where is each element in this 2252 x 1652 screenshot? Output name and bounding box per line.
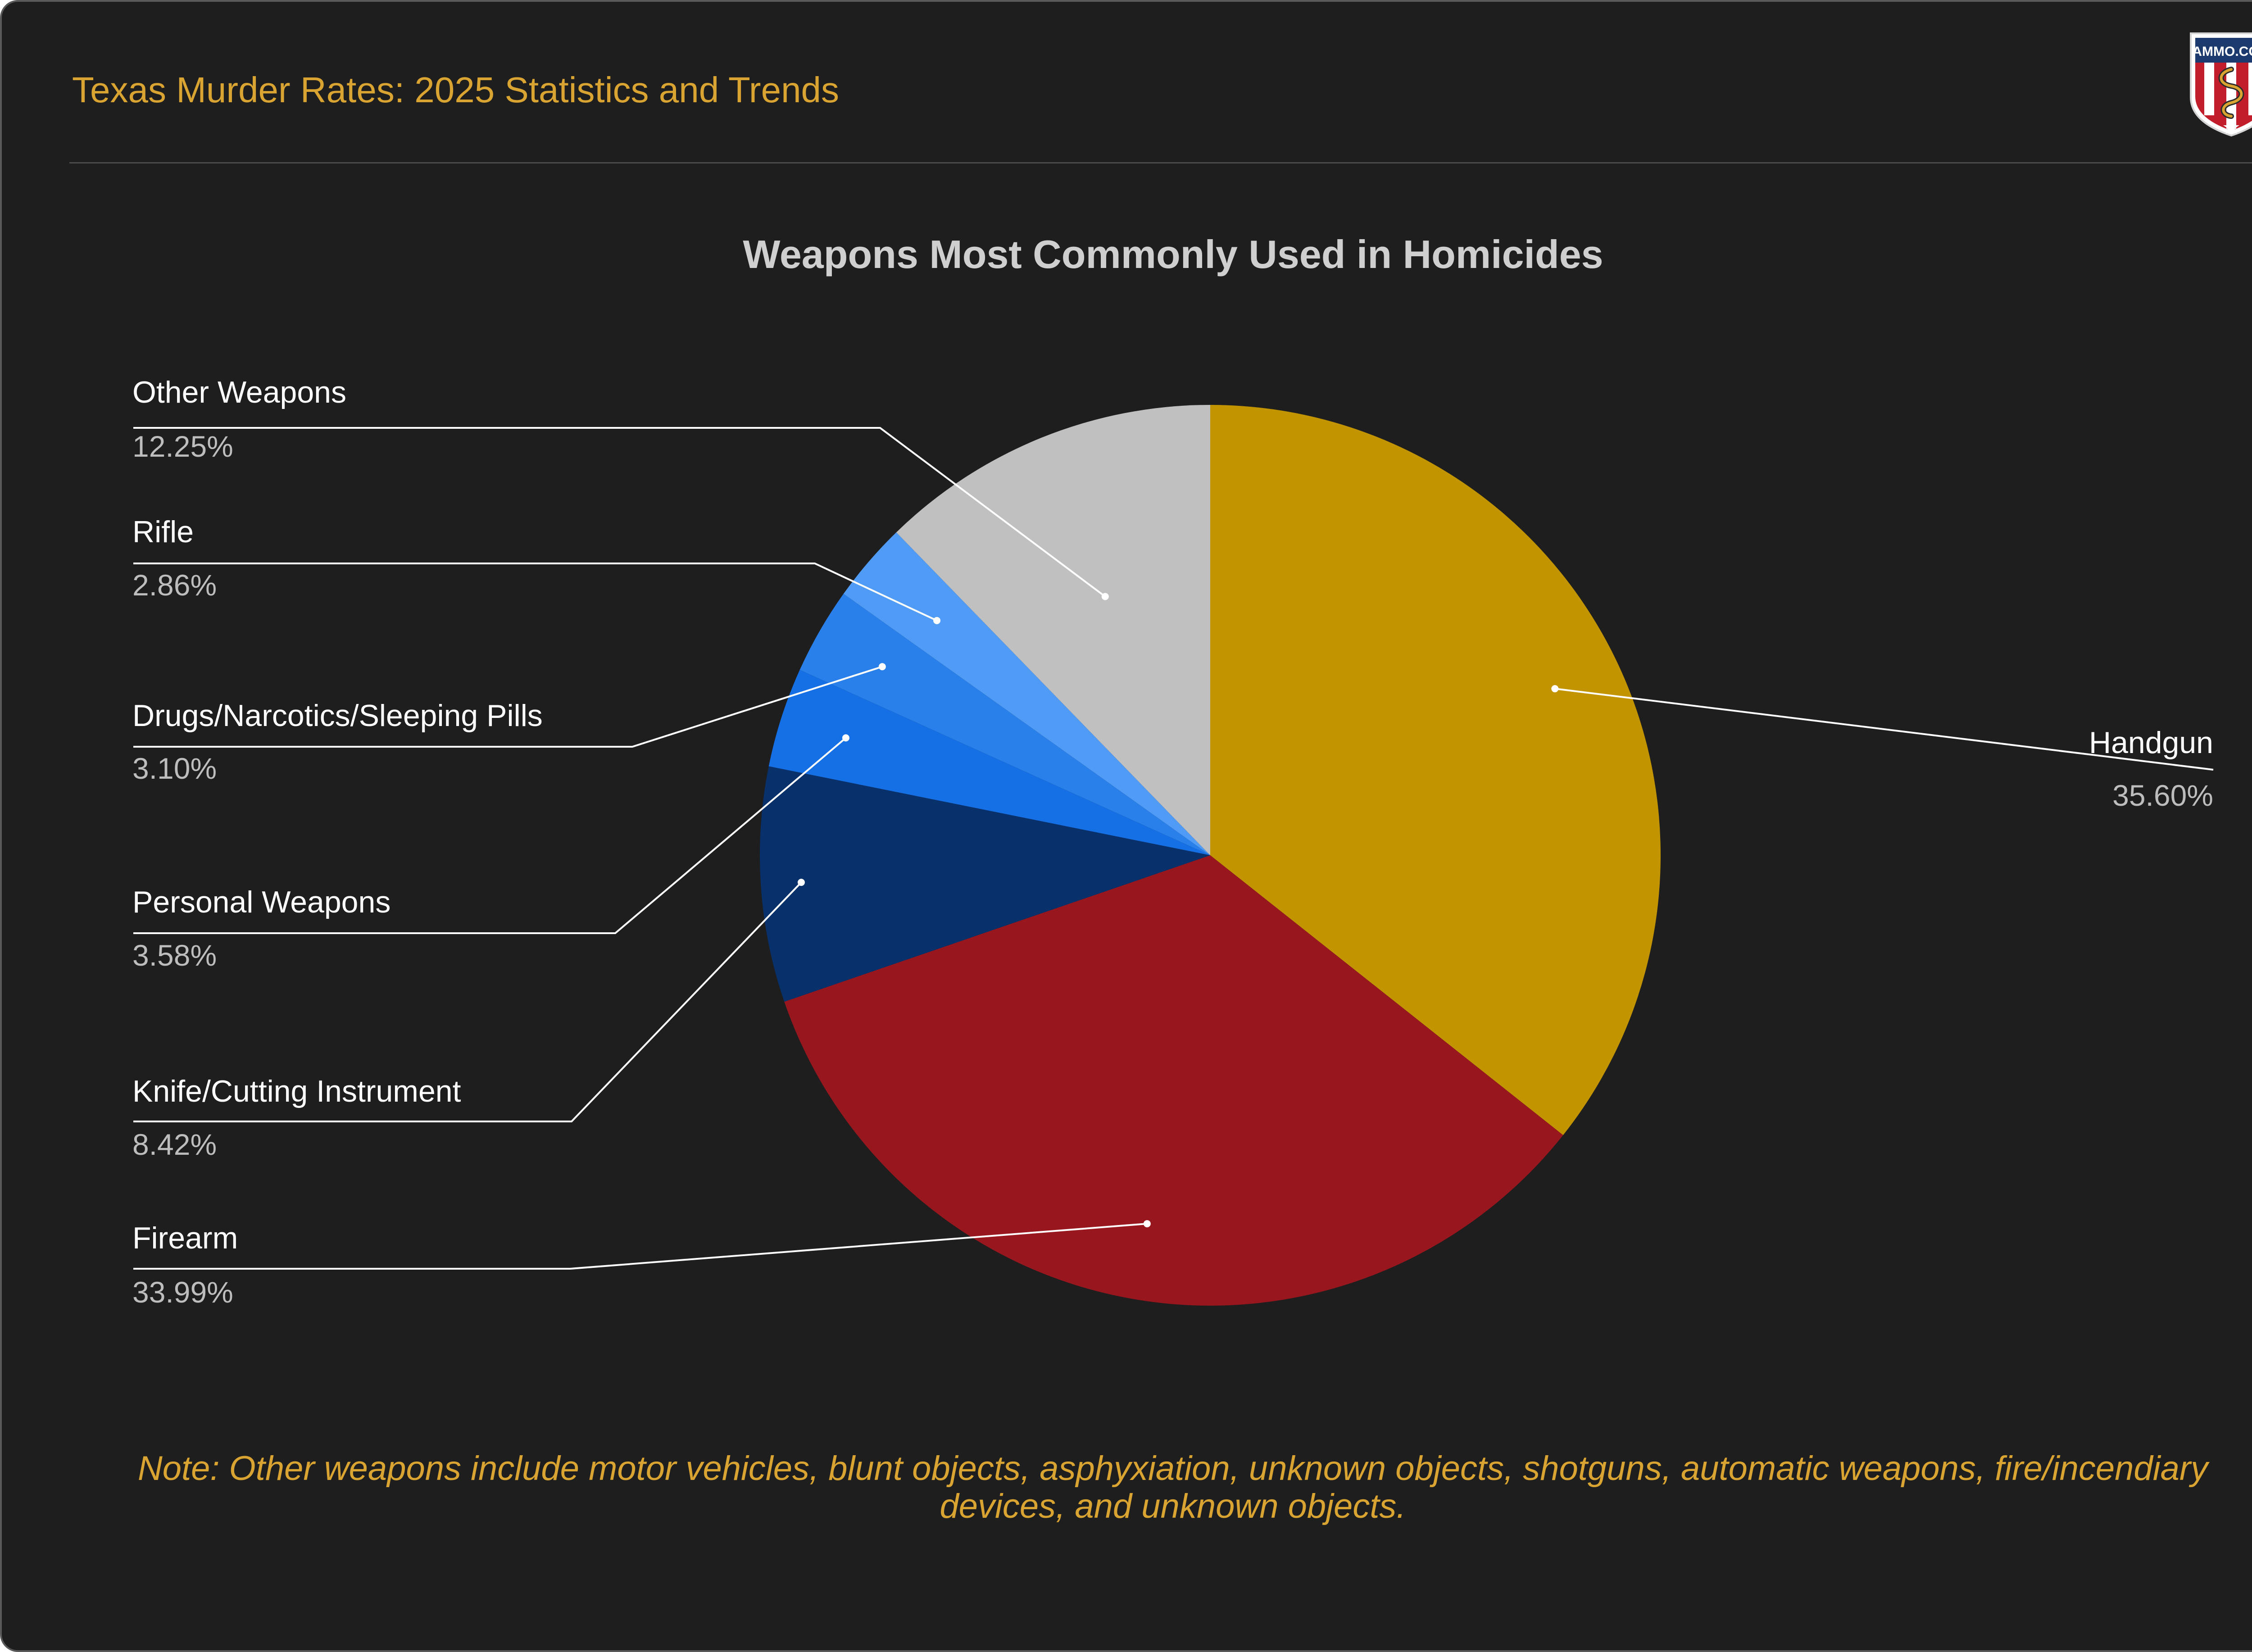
leader-dot-drugs-narcotics-sleeping-pills bbox=[878, 663, 886, 671]
header-divider bbox=[69, 162, 2252, 163]
leader-line-firearm bbox=[133, 1223, 1148, 1270]
ammo-logo-icon: AMMO.COM bbox=[2190, 32, 2252, 137]
slice-label-drugs-narcotics-sleeping-pills: Drugs/Narcotics/Sleeping Pills bbox=[132, 699, 543, 733]
slice-label-rifle: Rifle bbox=[132, 515, 194, 549]
pie-slice-rifle bbox=[843, 532, 1210, 855]
leader-line-personal-weapons bbox=[133, 737, 847, 934]
footnote: Note: Other weapons include motor vehicl… bbox=[137, 1449, 2208, 1525]
leader-dot-firearm bbox=[1143, 1220, 1151, 1228]
leader-line-other-weapons bbox=[133, 427, 1106, 598]
pie-slice-other-weapons bbox=[896, 405, 1210, 855]
slice-value-handgun: 35.60% bbox=[2112, 779, 2213, 812]
slice-value-firearm: 33.99% bbox=[132, 1275, 233, 1309]
pie-slice-firearm bbox=[784, 855, 1563, 1306]
slice-label-other-weapons: Other Weapons bbox=[132, 375, 346, 409]
leader-dot-knife-cutting-instrument bbox=[797, 879, 805, 886]
pie-slice-handgun bbox=[1210, 405, 1661, 1135]
pie-slice-drugs-narcotics-sleeping-pills bbox=[799, 594, 1210, 855]
svg-text:AMMO.COM: AMMO.COM bbox=[2192, 44, 2252, 59]
slice-label-personal-weapons: Personal Weapons bbox=[132, 885, 390, 919]
slice-label-firearm: Firearm bbox=[132, 1221, 238, 1255]
pie-slice-personal-weapons bbox=[768, 670, 1210, 855]
leader-line-knife-cutting-instrument bbox=[133, 881, 802, 1122]
slice-value-other-weapons: 12.25% bbox=[132, 430, 233, 463]
slice-value-personal-weapons: 3.58% bbox=[132, 939, 217, 972]
chart-title: Weapons Most Commonly Used in Homicides bbox=[743, 232, 1603, 277]
slice-value-drugs-narcotics-sleeping-pills: 3.10% bbox=[132, 752, 217, 785]
slice-label-knife-cutting-instrument: Knife/Cutting Instrument bbox=[132, 1074, 461, 1108]
leader-dot-other-weapons bbox=[1101, 593, 1109, 600]
leader-line-rifle bbox=[133, 563, 937, 622]
leader-dot-rifle bbox=[933, 617, 941, 624]
page-title: Texas Murder Rates: 2025 Statistics and … bbox=[72, 70, 840, 110]
slice-value-rifle: 2.86% bbox=[132, 568, 217, 602]
leader-dot-personal-weapons bbox=[842, 734, 849, 742]
slice-label-handgun: Handgun bbox=[2089, 726, 2213, 760]
leader-line-handgun bbox=[1555, 688, 2214, 771]
leader-line-drugs-narcotics-sleeping-pills bbox=[133, 666, 883, 748]
slice-value-knife-cutting-instrument: 8.42% bbox=[132, 1128, 217, 1161]
pie-slice-knife-cutting-instrument bbox=[760, 766, 1210, 1002]
leader-dot-handgun bbox=[1551, 685, 1559, 693]
